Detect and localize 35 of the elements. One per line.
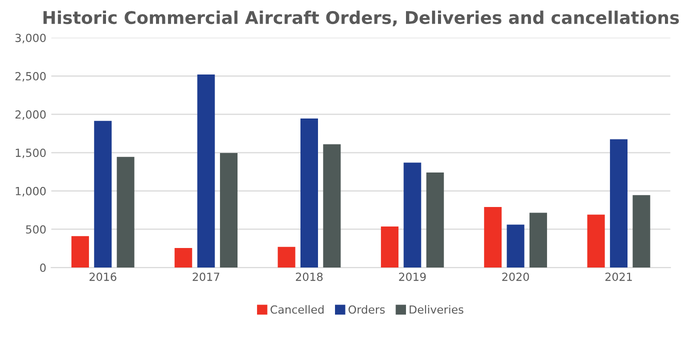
bar	[529, 212, 548, 268]
bar	[323, 144, 341, 268]
bar	[426, 172, 444, 268]
legend-label: Orders	[348, 305, 385, 314]
bar	[587, 214, 605, 268]
bar	[116, 156, 134, 268]
y-tick-label: 2,000	[15, 110, 46, 120]
bar	[278, 246, 296, 268]
x-tick-label: 2020	[502, 272, 529, 281]
y-tick-label: 2,500	[15, 72, 46, 82]
bar	[632, 195, 650, 268]
bar	[71, 236, 89, 268]
bar	[404, 162, 422, 268]
x-tick-label: 2017	[192, 272, 220, 281]
x-tick-label: 2016	[90, 272, 116, 281]
bar	[380, 226, 398, 268]
bar	[484, 207, 502, 268]
bar	[174, 248, 192, 268]
y-tick-label: 3,000	[15, 34, 46, 44]
bar	[610, 139, 628, 268]
y-tick-label: 500	[26, 225, 46, 234]
y-tick-label: 1,500	[16, 148, 46, 158]
chart-title: Historic Commercial Aircraft Orders, Deliveries and cancellations	[44, 10, 679, 26]
x-tick-label: 2018	[296, 272, 323, 281]
bar	[300, 118, 318, 268]
bar	[506, 224, 524, 268]
x-tick-label: 2021	[605, 272, 632, 281]
x-tick-label: 2019	[399, 272, 426, 281]
y-tick-label: 1,000	[16, 186, 46, 196]
bar	[220, 153, 238, 268]
legend-label: Cancelled	[270, 305, 324, 314]
bar	[94, 120, 112, 268]
legend-label: Deliveries	[410, 305, 464, 314]
bar	[197, 74, 215, 268]
y-tick-label: 0	[40, 264, 46, 272]
